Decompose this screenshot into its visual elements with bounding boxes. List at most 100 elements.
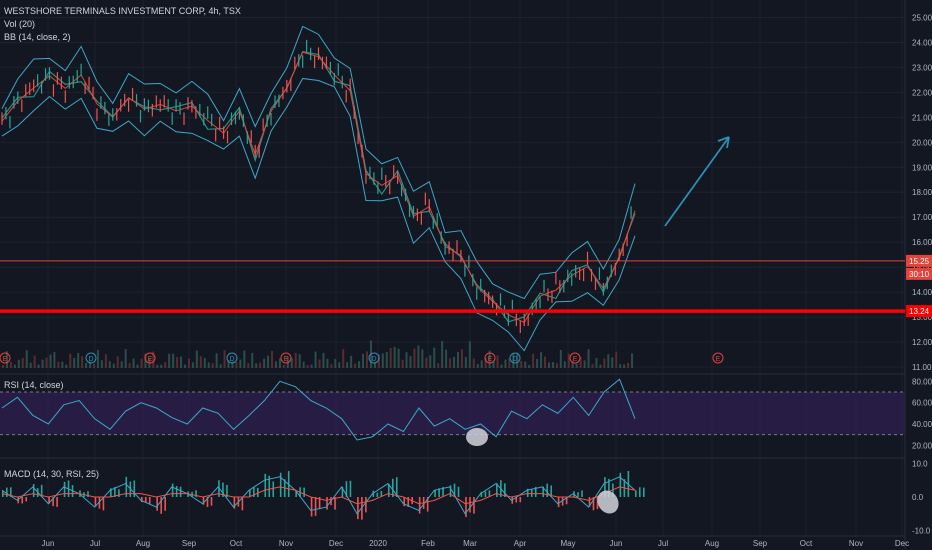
event-marker-letter: E bbox=[716, 356, 721, 363]
macd-histogram-bar bbox=[56, 497, 58, 507]
volume-bar bbox=[508, 358, 511, 368]
macd-histogram-bar bbox=[48, 497, 50, 504]
x-tick-label: 2020 bbox=[369, 539, 387, 548]
volume-bar bbox=[563, 361, 566, 368]
event-marker-circle bbox=[144, 352, 156, 364]
bb-indicator-label: BB (14, close, 2) bbox=[4, 32, 71, 42]
macd-histogram-bar bbox=[175, 486, 178, 497]
support-price-tag-bg bbox=[906, 305, 932, 318]
macd-histogram-bar bbox=[118, 489, 120, 497]
volume-bar bbox=[65, 364, 68, 368]
macd-histogram-bar bbox=[63, 481, 66, 497]
event-marker-circle bbox=[226, 352, 238, 364]
volume-bar bbox=[571, 361, 574, 368]
macd-histogram-bar bbox=[326, 497, 328, 510]
volume-bar bbox=[460, 349, 463, 368]
macd-histogram-bar bbox=[403, 497, 406, 507]
macd-histogram-bar bbox=[125, 476, 128, 497]
macd-histogram-bar bbox=[233, 497, 236, 509]
rsi-y-tick-label: 80.00 bbox=[912, 377, 932, 386]
event-marker-letter: D bbox=[229, 356, 234, 363]
rsi-highlight-circle bbox=[466, 428, 488, 446]
macd-line bbox=[1, 476, 636, 515]
volume-bar bbox=[207, 362, 210, 368]
volume-bar bbox=[631, 353, 634, 368]
volume-bar bbox=[2, 365, 4, 368]
support-price-tag: 13.24 bbox=[906, 305, 932, 318]
y-tick-label: 24.00 bbox=[912, 38, 932, 47]
volume-bar bbox=[417, 345, 420, 368]
x-tick-label: Mar bbox=[463, 539, 477, 548]
macd-histogram-bar bbox=[604, 477, 606, 497]
volume-bar bbox=[445, 349, 448, 368]
volume-bar bbox=[429, 355, 432, 368]
volume-bar bbox=[484, 357, 487, 368]
x-tick-label: Oct bbox=[230, 539, 243, 548]
macd-histogram-bar bbox=[32, 484, 35, 497]
volume-bar bbox=[425, 357, 428, 368]
volume-bar bbox=[282, 364, 285, 368]
volume-bar bbox=[96, 349, 99, 368]
volume-bar bbox=[57, 361, 60, 368]
volume-bar bbox=[140, 358, 143, 368]
volume-bar bbox=[492, 361, 495, 368]
volume-bar bbox=[89, 361, 92, 368]
volume-bar bbox=[53, 352, 56, 368]
volume-bar bbox=[342, 349, 345, 368]
event-marker-circle bbox=[85, 352, 97, 364]
projection-arrow-line bbox=[664, 136, 730, 227]
volume-bar bbox=[73, 357, 76, 368]
plot-background bbox=[0, 0, 905, 550]
volume-bar bbox=[152, 351, 155, 368]
vol-indicator-label: Vol (20) bbox=[4, 19, 36, 29]
macd-histogram-bar bbox=[87, 491, 89, 497]
volume-bar bbox=[603, 358, 606, 368]
macd-histogram-bar bbox=[21, 497, 24, 504]
macd-histogram-bar bbox=[442, 486, 444, 497]
volume-bar bbox=[104, 354, 107, 368]
x-tick-label: Oct bbox=[800, 539, 813, 548]
volume-bar bbox=[274, 361, 277, 368]
volume-bar bbox=[243, 350, 246, 368]
volume-bar bbox=[409, 356, 412, 368]
volume-bar bbox=[413, 348, 416, 368]
volume-bar bbox=[488, 350, 491, 368]
earnings-marker: E bbox=[712, 352, 724, 364]
macd-histogram-bar bbox=[148, 497, 151, 504]
volume-bar bbox=[136, 364, 139, 368]
volume-bar bbox=[365, 351, 368, 368]
macd-histogram-bar bbox=[268, 475, 271, 497]
volume-bar bbox=[41, 359, 44, 368]
volume-bar bbox=[476, 364, 479, 368]
volume-bar bbox=[338, 362, 341, 368]
y-tick-label: 22.00 bbox=[912, 88, 932, 97]
volume-bar bbox=[421, 349, 424, 368]
volume-bar bbox=[441, 341, 444, 368]
macd-histogram-bar bbox=[488, 490, 491, 497]
volume-bar bbox=[326, 358, 329, 368]
volume-bar bbox=[496, 355, 499, 368]
macd-histogram-bar bbox=[434, 489, 436, 497]
macd-histogram-bar bbox=[334, 497, 336, 510]
volume-bar bbox=[559, 349, 562, 368]
y-tick-label: 21.00 bbox=[912, 113, 932, 122]
volume-bar bbox=[532, 353, 535, 368]
volume-bar bbox=[540, 352, 543, 368]
macd-histogram-bar bbox=[295, 490, 297, 497]
macd-histogram-bar bbox=[249, 489, 251, 497]
rsi-indicator-label: RSI (14, close) bbox=[4, 380, 64, 390]
volume-bar bbox=[464, 357, 467, 368]
countdown-tag-text: 30:10 bbox=[909, 270, 930, 279]
macd-histogram-bar bbox=[264, 473, 267, 497]
volume-bar bbox=[512, 353, 515, 368]
x-tick-label: Aug bbox=[136, 539, 150, 548]
volume-bar bbox=[180, 356, 183, 368]
macd-histogram-bar bbox=[577, 492, 579, 497]
macd-histogram-bar bbox=[550, 485, 552, 497]
macd-histogram-bar bbox=[25, 497, 28, 502]
volume-bar bbox=[247, 363, 250, 368]
macd-histogram-bar bbox=[449, 485, 452, 497]
macd-histogram-bar bbox=[546, 483, 548, 497]
macd-histogram-bar bbox=[496, 483, 498, 497]
